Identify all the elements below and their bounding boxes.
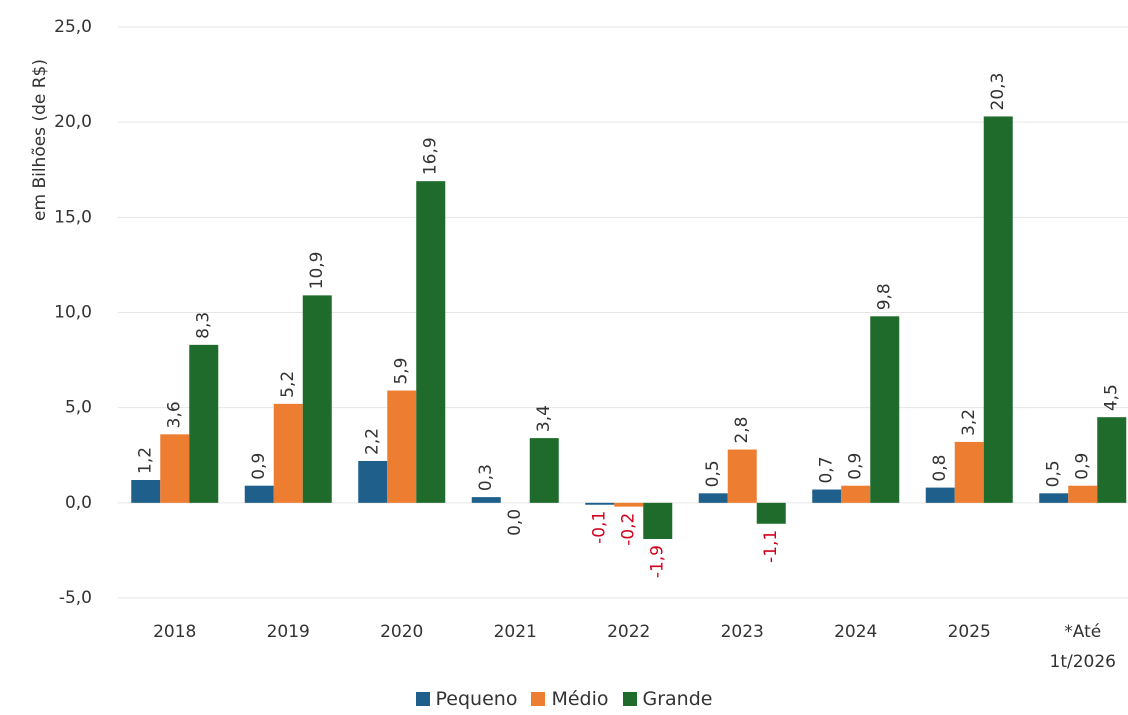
y-tick-label: 0,0 xyxy=(65,493,92,513)
value-label: 2,8 xyxy=(732,416,752,443)
legend-swatch xyxy=(415,692,430,706)
value-label: 3,4 xyxy=(534,405,554,432)
bar xyxy=(358,460,388,503)
bar xyxy=(1039,493,1069,503)
value-label: -0,2 xyxy=(619,513,639,546)
value-label: 8,3 xyxy=(194,312,214,339)
bar xyxy=(698,493,728,503)
bar xyxy=(925,487,955,503)
value-label: 5,9 xyxy=(392,357,412,384)
legend-swatch xyxy=(531,692,546,706)
value-label: 9,8 xyxy=(875,283,895,310)
y-tick-label: 10,0 xyxy=(54,303,92,323)
bar xyxy=(756,502,786,524)
bar xyxy=(727,449,757,503)
x-tick-label: 2021 xyxy=(493,622,537,642)
bar xyxy=(273,403,303,503)
x-tick-label: 2024 xyxy=(834,622,878,642)
legend: Pequeno Médio Grande xyxy=(0,688,1128,710)
x-tick-label: 2018 xyxy=(153,622,197,642)
bar xyxy=(471,497,501,503)
value-label: -1,1 xyxy=(761,530,781,563)
bar xyxy=(841,485,871,503)
value-label: 0,8 xyxy=(930,455,950,482)
bar xyxy=(614,502,644,507)
value-label: 0,0 xyxy=(505,509,525,536)
legend-item: Médio xyxy=(531,688,609,710)
bar xyxy=(870,316,900,503)
bar xyxy=(416,181,446,503)
x-tick-label: *Até 1t/2026 xyxy=(1049,622,1116,672)
bar xyxy=(812,489,842,503)
bar xyxy=(529,438,559,503)
legend-item: Pequeno xyxy=(415,688,518,710)
value-label: 0,9 xyxy=(846,453,866,480)
bar xyxy=(302,295,332,503)
value-label: 3,6 xyxy=(165,401,185,428)
bar xyxy=(244,485,274,503)
x-tick-label: 2019 xyxy=(266,622,310,642)
y-tick-label: 5,0 xyxy=(65,398,92,418)
value-label: 20,3 xyxy=(988,73,1008,111)
bar xyxy=(387,390,417,503)
bar xyxy=(643,502,673,539)
value-label: 0,9 xyxy=(1073,453,1093,480)
value-label: 0,7 xyxy=(817,456,837,483)
y-tick-label: 20,0 xyxy=(54,112,92,132)
bar xyxy=(954,441,984,503)
value-label: 2,2 xyxy=(363,428,383,455)
value-label: 16,9 xyxy=(421,137,441,175)
x-tick-label: 2023 xyxy=(720,622,764,642)
value-label: 3,2 xyxy=(959,409,979,436)
bar xyxy=(1097,417,1127,503)
bar xyxy=(983,116,1013,503)
value-label: 0,5 xyxy=(703,460,723,487)
y-tick-label: -5,0 xyxy=(59,588,92,608)
x-tick-label: 2020 xyxy=(380,622,424,642)
bar xyxy=(585,502,615,505)
value-label: 0,3 xyxy=(476,464,496,491)
value-label: 1,2 xyxy=(136,447,156,474)
value-label: 0,5 xyxy=(1044,460,1064,487)
x-tick-label: 2022 xyxy=(607,622,651,642)
bar xyxy=(131,479,161,503)
y-tick-label: 15,0 xyxy=(54,207,92,227)
value-label: 4,5 xyxy=(1102,384,1122,411)
value-label: 10,9 xyxy=(307,252,327,290)
legend-label: Pequeno xyxy=(435,688,518,710)
bar xyxy=(160,434,190,503)
value-label: -0,1 xyxy=(590,511,610,544)
value-label: 0,9 xyxy=(249,453,269,480)
x-tick-label: 2025 xyxy=(947,622,991,642)
legend-label: Grande xyxy=(642,688,713,710)
legend-swatch xyxy=(622,692,637,706)
legend-item: Grande xyxy=(622,688,713,710)
legend-label: Médio xyxy=(551,688,609,710)
bar xyxy=(189,344,219,503)
y-axis-title: em Bilhões (de R$) xyxy=(30,59,50,221)
value-label: -1,9 xyxy=(648,545,668,578)
bar xyxy=(1068,485,1098,503)
value-label: 5,2 xyxy=(278,371,298,398)
y-tick-label: 25,0 xyxy=(54,17,92,37)
